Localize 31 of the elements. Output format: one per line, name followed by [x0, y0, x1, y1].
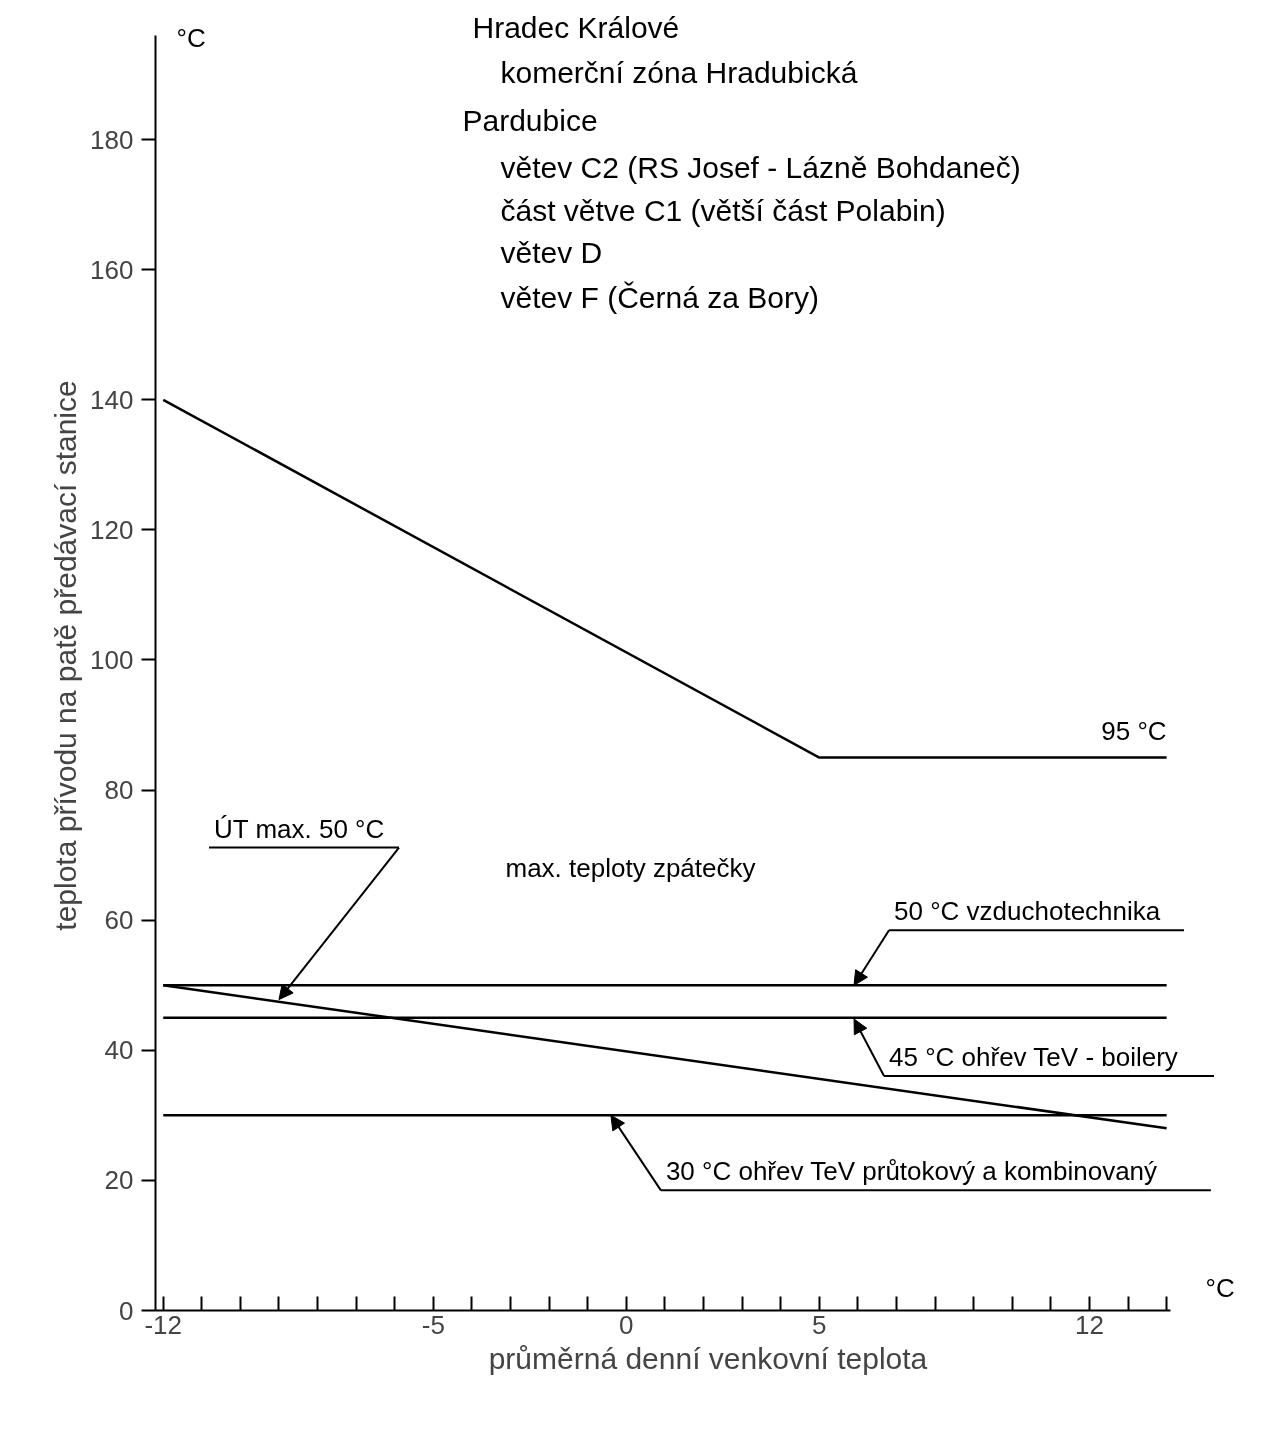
annotation: ÚT max. 50 °C: [214, 813, 385, 844]
x-tick-label: 12: [1074, 1309, 1104, 1340]
annotation: 50 °C vzduchotechnika: [894, 896, 1161, 927]
annotation: 30 °C ohřev TeV průtokový a kombinovaný: [665, 1156, 1158, 1187]
text: °C: [1205, 1272, 1235, 1303]
annotation: větev D: [500, 235, 603, 269]
y-tick-label: 40: [104, 1035, 134, 1066]
y-tick-label: 160: [90, 254, 134, 285]
x-tick-label: -5: [421, 1309, 445, 1340]
annotation: 45 °C ohřev TeV - boilery: [889, 1042, 1178, 1073]
x-tick-label: 5: [812, 1309, 827, 1340]
annotation: komerční zóna Hradubická: [500, 55, 858, 89]
x-tick-label: -12: [144, 1309, 183, 1340]
annotation: větev F (Černá za Bory): [500, 280, 819, 314]
x-tick-label: 0: [619, 1309, 634, 1340]
y-tick-label: 140: [90, 384, 134, 415]
y-tick-label: 180: [90, 124, 134, 155]
y-tick-label: 60: [104, 905, 134, 936]
y-axis-title: teplota přívodu na patě předávací stanice: [49, 380, 83, 931]
annotation: Pardubice: [462, 103, 598, 137]
y-tick-label: 120: [90, 514, 134, 545]
annotation: °C: [176, 22, 206, 53]
y-tick-label: 100: [90, 644, 134, 675]
x-axis-title: průměrná denní venkovní teplota: [488, 1341, 928, 1375]
annotation: větev C2 (RS Josef - Lázně Bohdaneč): [500, 150, 1021, 184]
y-tick-label: 20: [104, 1165, 134, 1196]
annotation: max. teploty zpátečky: [505, 852, 756, 883]
annotation: 95 °C: [1101, 715, 1167, 746]
chart-title: Hradec Králové: [472, 10, 680, 44]
annotation: část větve C1 (větší část Polabin): [500, 193, 946, 227]
y-tick-label: 80: [104, 775, 134, 806]
